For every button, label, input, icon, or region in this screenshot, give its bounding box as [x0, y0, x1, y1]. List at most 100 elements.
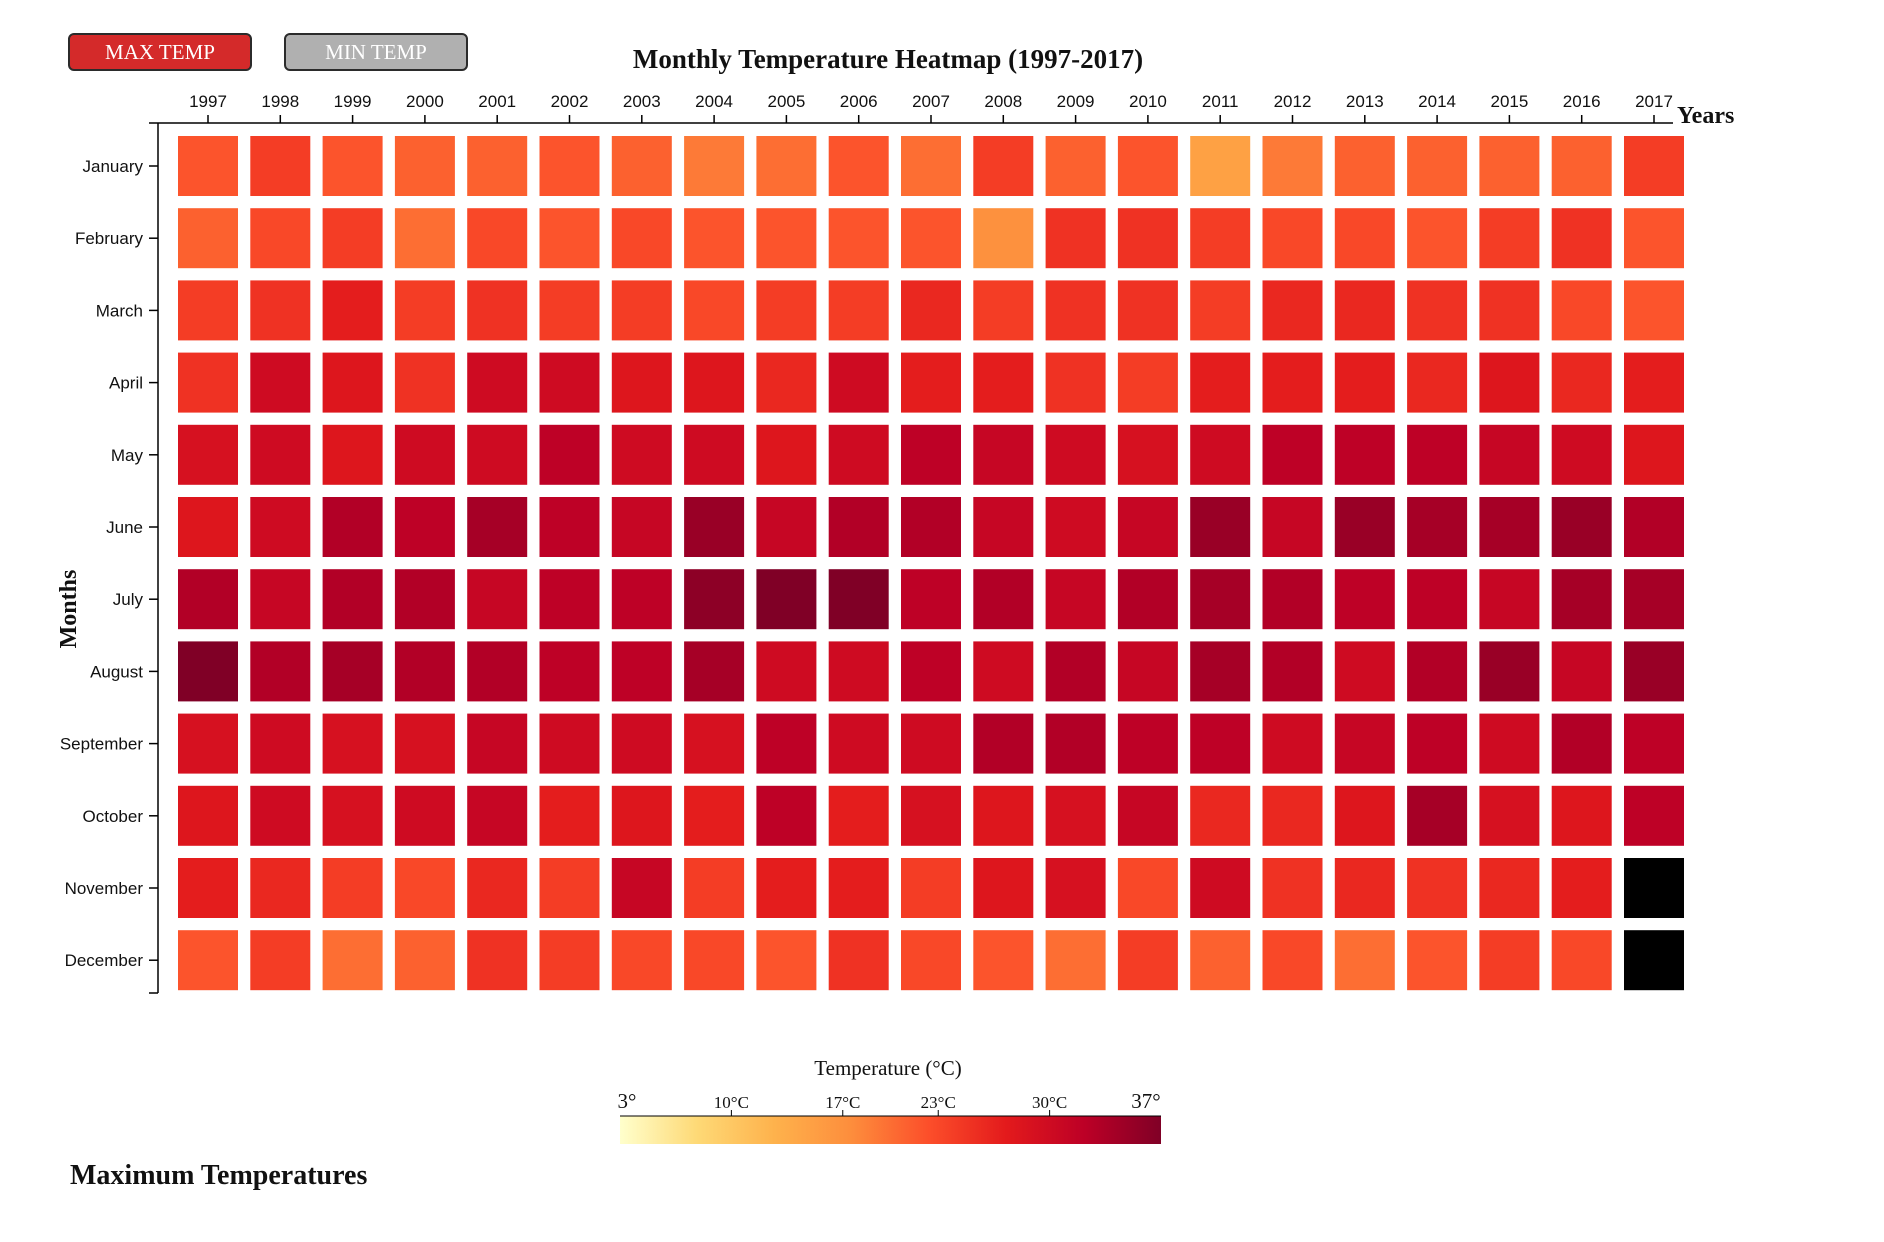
heatmap-cell[interactable] [1624, 569, 1684, 630]
heatmap-cell[interactable] [1045, 569, 1106, 630]
heatmap-cell[interactable] [539, 713, 600, 774]
heatmap-cell[interactable] [1262, 208, 1323, 269]
heatmap-cell[interactable] [1190, 136, 1251, 196]
heatmap-cell[interactable] [1624, 497, 1684, 557]
heatmap-cell[interactable] [611, 713, 672, 774]
heatmap-cell[interactable] [611, 352, 672, 413]
heatmap-cell[interactable] [1117, 930, 1178, 991]
heatmap-cell[interactable] [828, 352, 889, 413]
heatmap-cell[interactable] [1479, 930, 1540, 991]
heatmap-cell[interactable] [1262, 280, 1323, 341]
heatmap-cell[interactable] [756, 930, 817, 991]
heatmap-cell[interactable] [973, 136, 1034, 196]
heatmap-cell[interactable] [1190, 352, 1251, 413]
heatmap-cell[interactable] [1117, 785, 1178, 846]
heatmap-cell[interactable] [1334, 208, 1395, 269]
heatmap-cell[interactable] [1407, 641, 1468, 702]
heatmap-cell[interactable] [1479, 713, 1540, 774]
heatmap-cell[interactable] [467, 713, 528, 774]
heatmap-cell[interactable] [828, 858, 889, 918]
heatmap-cell[interactable] [684, 136, 745, 196]
heatmap-cell[interactable] [1407, 785, 1468, 846]
heatmap-cell[interactable] [973, 858, 1034, 918]
heatmap-cell[interactable] [1262, 497, 1323, 557]
heatmap-cell[interactable] [973, 569, 1034, 630]
heatmap-cell[interactable] [1045, 641, 1106, 702]
heatmap-cell[interactable] [828, 569, 889, 630]
heatmap-cell[interactable] [467, 641, 528, 702]
heatmap-cell[interactable] [1045, 713, 1106, 774]
heatmap-cell[interactable] [1117, 352, 1178, 413]
heatmap-cell[interactable] [828, 713, 889, 774]
heatmap-cell[interactable] [756, 424, 817, 485]
heatmap-cell[interactable] [539, 785, 600, 846]
heatmap-cell[interactable] [1624, 136, 1684, 196]
heatmap-cell[interactable] [178, 713, 238, 774]
heatmap-cell[interactable] [901, 858, 961, 918]
heatmap-cell[interactable] [178, 497, 238, 557]
heatmap-cell[interactable] [611, 930, 672, 991]
heatmap-cell[interactable] [250, 352, 311, 413]
heatmap-cell[interactable] [1407, 136, 1468, 196]
heatmap-cell[interactable] [1262, 713, 1323, 774]
heatmap-cell[interactable] [178, 424, 238, 485]
heatmap-cell[interactable] [684, 424, 745, 485]
heatmap-cell[interactable] [901, 713, 961, 774]
heatmap-cell[interactable] [1190, 497, 1251, 557]
heatmap-cell[interactable] [322, 208, 383, 269]
heatmap-cell[interactable] [394, 208, 455, 269]
heatmap-cell[interactable] [828, 208, 889, 269]
heatmap-cell[interactable] [1479, 136, 1540, 196]
heatmap-cell[interactable] [1407, 352, 1468, 413]
heatmap-cell[interactable] [250, 569, 311, 630]
heatmap-cell[interactable] [1262, 858, 1323, 918]
heatmap-cell[interactable] [250, 497, 311, 557]
heatmap-cell[interactable] [1334, 569, 1395, 630]
heatmap-cell[interactable] [394, 858, 455, 918]
heatmap-cell[interactable] [1262, 352, 1323, 413]
heatmap-cell[interactable] [1551, 713, 1612, 774]
heatmap-cell[interactable] [467, 280, 528, 341]
heatmap-cell[interactable] [901, 497, 961, 557]
heatmap-cell[interactable] [322, 713, 383, 774]
heatmap-cell[interactable] [1479, 641, 1540, 702]
heatmap-cell[interactable] [901, 569, 961, 630]
heatmap-cell[interactable] [1117, 136, 1178, 196]
heatmap-cell[interactable] [828, 280, 889, 341]
heatmap-cell[interactable] [539, 280, 600, 341]
heatmap-cell[interactable] [467, 208, 528, 269]
heatmap-cell[interactable] [394, 930, 455, 991]
heatmap-cell[interactable] [611, 785, 672, 846]
heatmap-cell[interactable] [467, 930, 528, 991]
heatmap-cell[interactable] [1262, 569, 1323, 630]
heatmap-cell[interactable] [973, 641, 1034, 702]
heatmap-cell[interactable] [611, 497, 672, 557]
heatmap-cell[interactable] [322, 930, 383, 991]
heatmap-cell[interactable] [250, 280, 311, 341]
heatmap-cell[interactable] [178, 352, 238, 413]
heatmap-cell[interactable] [1551, 569, 1612, 630]
heatmap-cell[interactable] [1624, 424, 1684, 485]
heatmap-cell[interactable] [611, 280, 672, 341]
heatmap-cell[interactable] [1190, 858, 1251, 918]
heatmap-cell[interactable] [901, 208, 961, 269]
heatmap-cell[interactable] [1045, 858, 1106, 918]
heatmap-cell[interactable] [611, 641, 672, 702]
heatmap-cell[interactable] [1624, 930, 1684, 991]
heatmap-cell[interactable] [394, 136, 455, 196]
heatmap-cell[interactable] [1551, 424, 1612, 485]
heatmap-cell[interactable] [467, 352, 528, 413]
heatmap-cell[interactable] [828, 785, 889, 846]
heatmap-cell[interactable] [322, 136, 383, 196]
heatmap-cell[interactable] [611, 569, 672, 630]
heatmap-cell[interactable] [322, 569, 383, 630]
heatmap-cell[interactable] [1045, 136, 1106, 196]
heatmap-cell[interactable] [250, 136, 311, 196]
heatmap-cell[interactable] [1407, 569, 1468, 630]
heatmap-cell[interactable] [394, 641, 455, 702]
heatmap-cell[interactable] [756, 641, 817, 702]
heatmap-cell[interactable] [1262, 930, 1323, 991]
heatmap-cell[interactable] [322, 785, 383, 846]
heatmap-cell[interactable] [1551, 497, 1612, 557]
heatmap-cell[interactable] [1262, 136, 1323, 196]
